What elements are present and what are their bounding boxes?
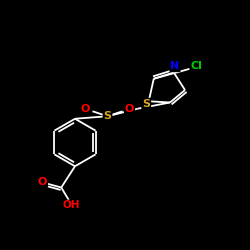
Text: O: O xyxy=(81,104,90,114)
Text: O: O xyxy=(125,104,134,114)
Text: S: S xyxy=(104,111,112,121)
Text: N: N xyxy=(170,61,179,71)
Text: S: S xyxy=(142,99,150,109)
Text: O: O xyxy=(38,177,47,187)
Text: OH: OH xyxy=(62,200,80,210)
Text: Cl: Cl xyxy=(190,61,202,71)
